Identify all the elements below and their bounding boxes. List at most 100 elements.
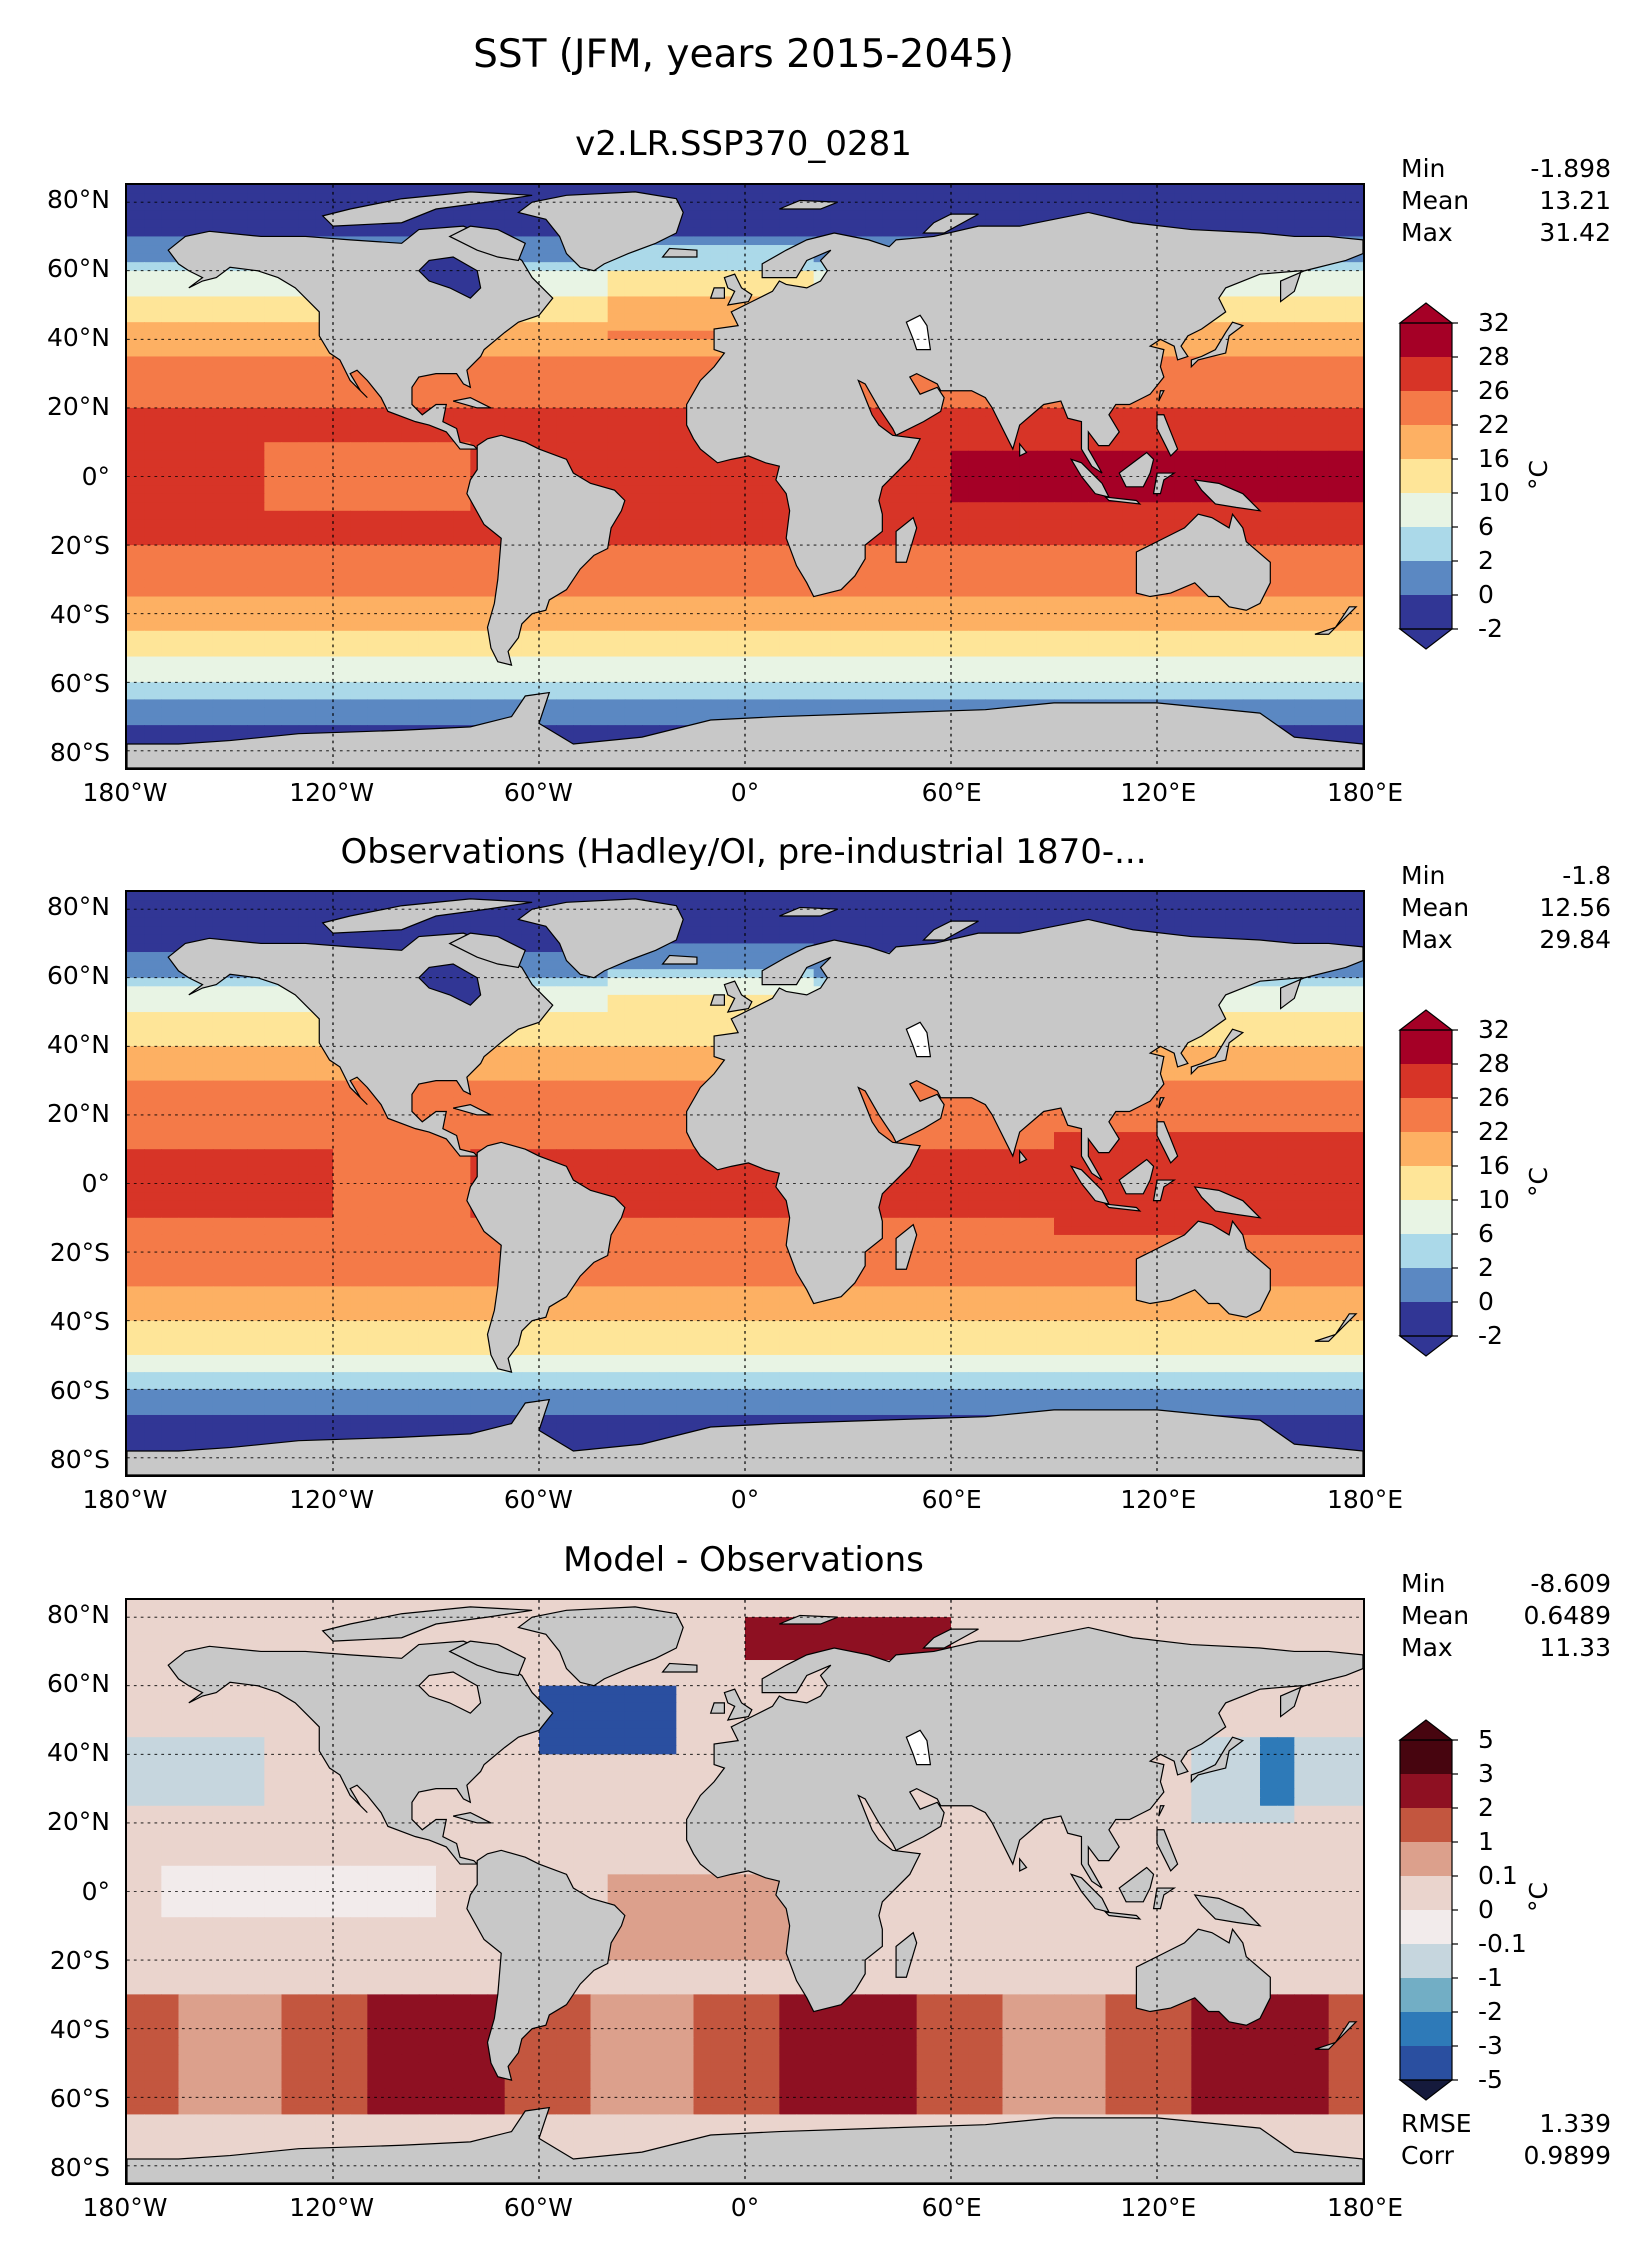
lat-label: 80°N	[46, 185, 110, 215]
panel-title-obs: Observations (Hadley/OI, pre-industrial …	[340, 832, 1147, 872]
lon-label: 120°W	[289, 1485, 375, 1514]
stat-value: -8.609	[1530, 1569, 1611, 1598]
lat-label: 60°S	[49, 668, 110, 698]
land-iceland	[661, 1662, 698, 1673]
lat-label: 0°	[81, 461, 110, 491]
stat-label: Max	[1401, 925, 1453, 954]
colorbar-segment	[1400, 493, 1452, 527]
caspian-sea	[905, 314, 932, 351]
lon-label: 60°W	[503, 778, 573, 807]
colorbar-segment	[1400, 2046, 1452, 2080]
lon-label: 120°E	[1120, 778, 1197, 807]
land-java	[1103, 1203, 1142, 1212]
colorbar-segment	[1400, 1876, 1452, 1910]
colorbar-svg	[1398, 1719, 1458, 2101]
lat-label: 20°N	[46, 1807, 110, 1837]
lat-label: 20°S	[49, 530, 110, 560]
land-new-zealand	[1314, 1313, 1358, 1342]
colorbar-segment	[1400, 1030, 1452, 1064]
land-cuba	[453, 396, 492, 409]
colorbar-tick-label: 10	[1478, 1185, 1510, 1214]
land-arctic-islands	[321, 191, 533, 227]
lat-label: 20°N	[46, 1099, 110, 1129]
colorbar-segment	[1400, 1978, 1452, 2012]
lon-label: 180°W	[82, 778, 168, 807]
colorbar-segment	[1400, 1064, 1452, 1098]
land-sulawesi	[1152, 1179, 1177, 1202]
lat-label: 80°S	[49, 737, 110, 767]
land-antarctica	[127, 1398, 1363, 1475]
land-svalbard	[779, 906, 838, 917]
colorbar-tick-label: 28	[1478, 342, 1510, 371]
colorbar-model	[1398, 302, 1468, 650]
land-novaya-zemlya	[922, 920, 979, 941]
lon-label: 180°W	[82, 1485, 168, 1514]
colorbar-segment	[1400, 527, 1452, 561]
colorbar-tick-label: -2	[1478, 1321, 1503, 1350]
lat-label: 60°S	[49, 2083, 110, 2113]
land-ireland	[709, 287, 726, 299]
colorbar-segment	[1400, 1740, 1452, 1774]
land-cuba	[453, 1103, 492, 1116]
stat-value: 0.6489	[1523, 1601, 1611, 1630]
land-australia	[1135, 1927, 1271, 2026]
colorbar-tick-label: 2	[1478, 1793, 1494, 1822]
map-obs	[125, 890, 1365, 1477]
land-cuba	[453, 1811, 492, 1824]
land-arctic-islands	[321, 898, 533, 934]
lat-label: 40°N	[46, 1738, 110, 1768]
map-canvas	[127, 1600, 1363, 2183]
land-philippines	[1156, 414, 1179, 457]
figure-title: SST (JFM, years 2015-2045)	[473, 32, 1014, 77]
stats-diff: Min -8.609 Mean 0.6489 Max 11.33	[1401, 1568, 1611, 1664]
colorbar-segment	[1400, 1842, 1452, 1876]
stat-value: -1.898	[1530, 154, 1611, 183]
lon-label: 180°W	[82, 2193, 168, 2222]
colorbar-segment	[1400, 357, 1452, 391]
land-taiwan	[1158, 1097, 1165, 1109]
land-japan	[1190, 321, 1245, 369]
stats-model: Min -1.898 Mean 13.21 Max 31.42	[1401, 153, 1611, 249]
lon-label: 180°E	[1326, 2193, 1403, 2222]
land-new-guinea	[1193, 479, 1262, 512]
colorbar-extend-top	[1398, 1009, 1454, 1031]
gridlines	[127, 185, 1363, 768]
lon-label: 60°W	[503, 1485, 573, 1514]
lon-label: 120°W	[289, 778, 375, 807]
land-australia	[1135, 512, 1271, 611]
lon-label: 120°W	[289, 2193, 375, 2222]
lat-label: 20°S	[49, 1237, 110, 1267]
gridlines	[127, 892, 1363, 1475]
land-japan	[1190, 1736, 1245, 1784]
land-antarctica	[127, 691, 1363, 768]
colorbar-segment	[1400, 425, 1452, 459]
land-ireland	[709, 1702, 726, 1714]
land-borneo	[1118, 1158, 1155, 1195]
lat-label: 40°S	[49, 599, 110, 629]
colorbar-segment	[1400, 1234, 1452, 1268]
lat-label: 60°N	[46, 254, 110, 284]
colorbar-diff	[1398, 1719, 1468, 2101]
lon-label: 180°E	[1326, 778, 1403, 807]
lat-label: 40°N	[46, 1030, 110, 1060]
colorbar-tick-label: 0	[1478, 1895, 1494, 1924]
land-greenland	[517, 191, 684, 272]
land-iceland	[661, 247, 698, 258]
colorbar-tick-label: 6	[1478, 1219, 1494, 1248]
colorbar-tick-label: 22	[1478, 410, 1510, 439]
land-greenland	[517, 898, 684, 979]
land-sri-lanka	[1019, 1857, 1028, 1872]
land-africa-eurasia	[686, 918, 1363, 1305]
land-madagascar	[895, 516, 918, 563]
land-south-america	[466, 434, 626, 666]
lon-label: 0°	[730, 1485, 760, 1514]
colorbar-extend-bottom	[1398, 628, 1454, 650]
colorbar-segment	[1400, 1200, 1452, 1234]
colorbar-segment	[1400, 1302, 1452, 1336]
colorbar-tick-label: 0.1	[1478, 1861, 1518, 1890]
colorbar-tick-label: 22	[1478, 1117, 1510, 1146]
land-ireland	[709, 994, 726, 1006]
panel-title-model: v2.LR.SSP370_0281	[575, 124, 912, 164]
colorbar-tick-label: 26	[1478, 376, 1510, 405]
stat-value: 29.84	[1539, 925, 1611, 954]
